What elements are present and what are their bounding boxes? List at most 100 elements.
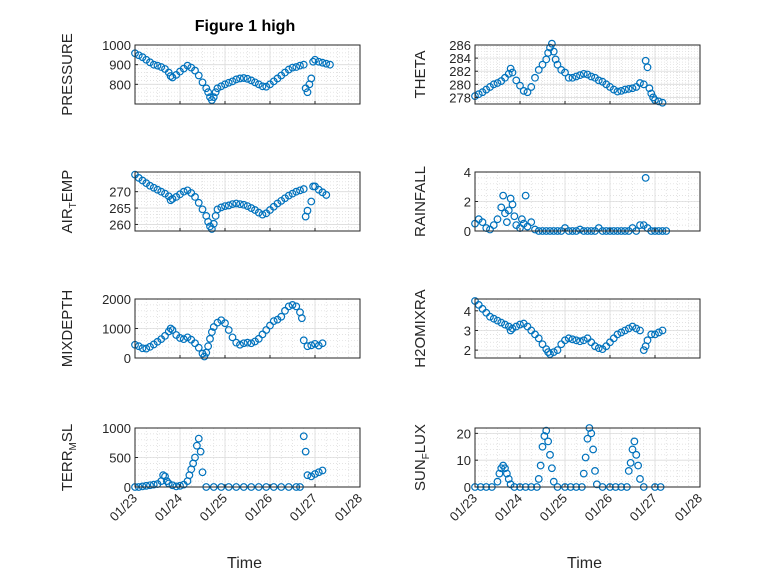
data-point bbox=[322, 191, 331, 199]
data-point bbox=[311, 55, 319, 64]
data-point bbox=[194, 198, 203, 207]
y-tick-label: 20 bbox=[457, 426, 471, 441]
data-point bbox=[292, 63, 301, 71]
y-tick-label: 286 bbox=[449, 38, 471, 53]
data-point bbox=[254, 80, 263, 89]
data-point bbox=[613, 87, 622, 96]
data-point bbox=[326, 60, 334, 69]
data-point bbox=[546, 350, 554, 358]
y-axis-label: MIXDEPTH bbox=[59, 290, 76, 368]
data-point bbox=[200, 352, 209, 361]
axes-background bbox=[135, 45, 360, 104]
data-point bbox=[153, 61, 162, 70]
data-point bbox=[228, 77, 237, 86]
data-point bbox=[311, 470, 319, 478]
figure-title: Figure 1 high bbox=[195, 18, 295, 35]
data-point bbox=[504, 69, 513, 78]
data-point bbox=[621, 85, 629, 94]
data-point bbox=[209, 323, 218, 331]
data-point bbox=[284, 191, 293, 200]
y-tick-label: 800 bbox=[109, 77, 131, 92]
data-point bbox=[624, 324, 633, 333]
data-point bbox=[624, 467, 633, 475]
axes-box bbox=[134, 44, 361, 105]
data-point bbox=[217, 82, 226, 91]
data-point bbox=[589, 445, 598, 454]
data-point bbox=[639, 80, 648, 89]
data-point bbox=[538, 442, 547, 451]
data-point bbox=[146, 181, 154, 190]
data-point bbox=[228, 333, 237, 342]
axes-box bbox=[134, 171, 361, 232]
data-point bbox=[146, 481, 154, 490]
data-point bbox=[232, 199, 241, 208]
data-point bbox=[645, 84, 654, 93]
data-point bbox=[297, 314, 306, 323]
data-point bbox=[508, 324, 517, 333]
data-point bbox=[538, 60, 547, 69]
data-point bbox=[288, 63, 297, 72]
data-point bbox=[499, 191, 508, 200]
data-point bbox=[591, 467, 599, 475]
axes-box bbox=[474, 44, 701, 105]
data-point bbox=[191, 66, 199, 75]
data-point bbox=[207, 328, 216, 336]
data-point bbox=[307, 341, 316, 350]
data-point bbox=[572, 72, 581, 81]
data-point bbox=[322, 59, 331, 68]
data-point bbox=[243, 74, 252, 83]
data-point bbox=[478, 218, 487, 227]
data-point bbox=[527, 83, 536, 91]
data-point bbox=[206, 334, 214, 343]
data-point bbox=[239, 200, 248, 209]
data-point bbox=[207, 225, 216, 233]
data-point bbox=[204, 88, 213, 97]
data-point bbox=[495, 469, 504, 478]
y-tick-label: 280 bbox=[449, 77, 471, 92]
y-tick-label: 260 bbox=[109, 217, 131, 232]
data-point bbox=[564, 73, 573, 82]
data-point bbox=[157, 63, 166, 71]
y-tick-label: 900 bbox=[109, 58, 131, 73]
data-point bbox=[561, 336, 569, 345]
y-axis-label: PRESSURE bbox=[59, 33, 76, 116]
data-point bbox=[288, 189, 297, 198]
data-point bbox=[587, 72, 596, 81]
data-point bbox=[531, 73, 539, 82]
data-point bbox=[221, 80, 229, 89]
data-point bbox=[299, 432, 308, 441]
data-point bbox=[299, 60, 308, 69]
data-point bbox=[309, 57, 318, 66]
data-point bbox=[296, 61, 304, 70]
data-point bbox=[303, 88, 312, 97]
subplot-mixdepth: 0 1000 2000 MIXDEPTH bbox=[59, 290, 361, 368]
subplot-pressure: 800 900 1000 PRESSURE bbox=[59, 33, 361, 116]
y-tick-label: 265 bbox=[109, 201, 131, 216]
data-point bbox=[551, 55, 560, 64]
data-point bbox=[221, 319, 229, 328]
data-point bbox=[568, 73, 577, 82]
data-point bbox=[194, 434, 203, 443]
data-point bbox=[192, 441, 201, 450]
data-point bbox=[191, 193, 199, 201]
data-point bbox=[587, 429, 596, 438]
data-point bbox=[534, 66, 543, 74]
data-point bbox=[198, 205, 207, 214]
data-point bbox=[159, 471, 168, 480]
y-tick-label: 500 bbox=[109, 451, 131, 466]
data-point bbox=[239, 74, 248, 82]
data-point bbox=[161, 472, 169, 481]
data-point bbox=[247, 339, 256, 348]
data-point bbox=[277, 312, 286, 321]
data-point bbox=[318, 339, 327, 348]
data-point bbox=[508, 200, 517, 209]
data-point bbox=[307, 197, 316, 206]
data-point bbox=[303, 206, 312, 215]
data-point bbox=[508, 68, 517, 77]
y-axis-label: RAINFALL bbox=[412, 166, 429, 237]
axes-box bbox=[474, 427, 701, 488]
data-point bbox=[266, 321, 274, 330]
data-point bbox=[583, 70, 592, 79]
data-point bbox=[493, 79, 502, 87]
y-axis-label: THETA bbox=[412, 50, 429, 98]
